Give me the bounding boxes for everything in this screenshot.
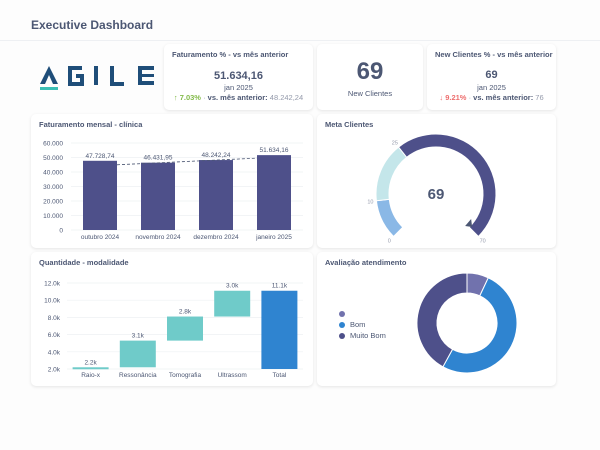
y-tick: 40.000 (43, 170, 63, 177)
kpi-faturamento-card: Faturamento % - vs mês anterior 51.634,1… (164, 44, 313, 110)
y-tick: 60.000 (43, 141, 63, 148)
x-tick: janeiro 2025 (255, 234, 292, 241)
kpi-comparison: ↑ 7.03% · vs. mês anterior: 48.242,24 (164, 93, 313, 102)
kpi-comparison: ↓ 9.21% · vs. mês anterior: 76 (427, 93, 556, 102)
donut-chart (416, 272, 518, 374)
kpi-period: jan 2025 (477, 83, 506, 92)
separator: · (203, 93, 206, 102)
gauge-segment (375, 198, 404, 238)
y-tick: 6.0k (48, 332, 61, 339)
y-tick: 2.0k (48, 367, 61, 374)
gauge-tick: 70 (480, 239, 486, 245)
x-tick: novembro 2024 (135, 234, 181, 241)
compare-value: 48.242,24 (269, 93, 304, 102)
change-pct: 7.03% (179, 93, 201, 102)
bar-label: 2.2k (84, 359, 97, 366)
card-title: Quantidade - modalidade (39, 258, 129, 267)
y-tick: 30.000 (43, 184, 63, 191)
kpi-value: 69 (356, 58, 384, 85)
quantidade-chart-card: Quantidade - modalidade 2.0k 4.0k 6.0k 8.0k… (31, 252, 313, 386)
kpi-new-clients-pct-card: New Clientes % - vs mês anterior 69 jan … (427, 44, 556, 110)
x-tick: Raio-x (81, 372, 101, 379)
bar-label: 3.0k (226, 283, 239, 290)
y-tick: 4.0k (48, 349, 61, 356)
y-tick: 20.000 (43, 199, 63, 206)
kpi-value: 51.634,16 (214, 70, 263, 82)
x-tick: Ultrassom (218, 372, 247, 379)
compare-label: vs. mês anterior: (473, 93, 534, 102)
legend-label: Bom (350, 320, 366, 329)
bar-label: 48.242,24 (202, 152, 231, 159)
arrow-up-icon: ↑ (173, 93, 178, 102)
x-tick: dezembro 2024 (193, 234, 239, 241)
bar (199, 160, 233, 230)
page-title: Executive Dashboard (31, 18, 154, 32)
waterfall-bar (214, 290, 251, 317)
legend-dot-icon (339, 332, 345, 339)
bar-label: 51.634,16 (260, 147, 289, 154)
card-title: New Clientes % - vs mês anterior (435, 50, 553, 59)
donut-slice (416, 272, 468, 368)
legend: Bom Muito Bom (339, 308, 386, 341)
compare-value: 76 (535, 93, 544, 102)
gauge-segment (397, 133, 497, 238)
card-title: Faturamento % - vs mês anterior (172, 50, 289, 59)
card-title: Meta Clientes (325, 120, 374, 129)
legend-dot-icon (339, 321, 345, 328)
kpi-new-clients-card: 69 New Clientes (317, 44, 423, 110)
waterfall-bar (261, 290, 298, 369)
y-tick: 8.0k (48, 315, 61, 322)
avaliacao-card: Avaliação atendimento Bom Muito Bom (317, 252, 556, 386)
kpi-label: New Clientes (347, 89, 393, 98)
y-tick: 50.000 (43, 155, 63, 162)
arrow-down-icon: ↓ (439, 93, 444, 102)
gauge-tick: 0 (388, 239, 391, 245)
x-tick: Tomografia (169, 372, 202, 379)
bar-label: 3.1k (132, 333, 145, 340)
legend-item[interactable] (339, 308, 386, 319)
bar-chart: 0 10.000 20.000 30.000 40.000 50.000 60.000 47.… (43, 141, 303, 241)
y-tick: 0 (59, 228, 63, 235)
bar-label: 46.431,95 (144, 155, 173, 162)
legend-item[interactable]: Muito Bom (339, 330, 386, 341)
y-tick: 10.0k (44, 298, 61, 305)
bar (83, 160, 117, 230)
agile-logo (38, 60, 158, 92)
legend-item[interactable]: Bom (339, 319, 386, 330)
bar (257, 155, 291, 230)
waterfall-bar (119, 340, 156, 368)
kpi-period: jan 2025 (224, 83, 253, 92)
bar (141, 162, 175, 230)
gauge-value: 69 (428, 186, 445, 203)
legend-dot-icon (339, 310, 345, 317)
gauge-tick: 10 (367, 199, 373, 205)
gauge-chart: 0 10 25 70 69 (367, 133, 497, 245)
bar-label: 2.8k (179, 309, 192, 316)
y-tick: 10.000 (43, 213, 63, 220)
bar-label: 47.728,74 (86, 153, 115, 160)
waterfall-chart: 2.0k 4.0k 6.0k 8.0k 10.0k 12.0k 2.2k Raio-x 3.1k… (44, 281, 303, 379)
change-pct: 9.21% (445, 93, 467, 102)
bar-label: 11.1k (272, 283, 288, 290)
waterfall-bar (167, 316, 203, 341)
donut-slice (442, 277, 518, 374)
compare-label: vs. mês anterior: (207, 93, 268, 102)
kpi-value: 69 (485, 69, 498, 81)
waterfall-bar (72, 367, 109, 370)
card-title: Avaliação atendimento (325, 258, 407, 267)
gauge-segment (375, 146, 408, 202)
x-tick: Ressonância (119, 372, 157, 379)
x-tick: Total (273, 372, 287, 379)
gauge-needle-icon (465, 218, 473, 227)
meta-clientes-card: Meta Clientes 0 10 25 70 69 (317, 114, 556, 248)
y-tick: 12.0k (44, 281, 61, 288)
gauge-tick: 25 (392, 140, 398, 146)
header: Executive Dashboard (0, 0, 600, 41)
faturamento-chart-card: Faturamento mensal - clínica 0 10.000 20.0… (31, 114, 313, 248)
legend-label: Muito Bom (350, 331, 386, 340)
card-title: Faturamento mensal - clínica (39, 120, 143, 129)
x-tick: outubro 2024 (81, 234, 120, 241)
separator: · (468, 93, 472, 102)
